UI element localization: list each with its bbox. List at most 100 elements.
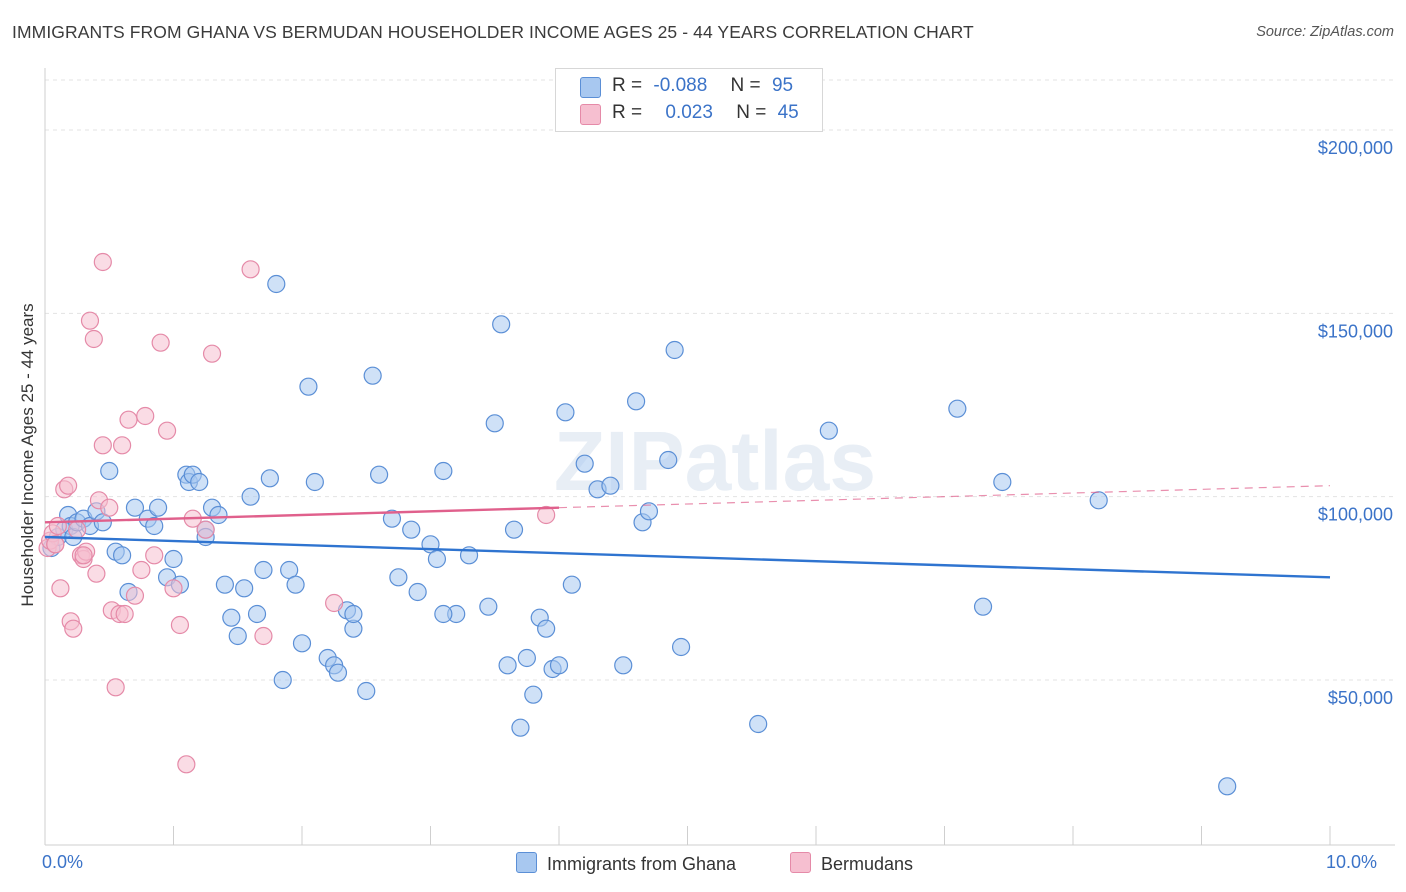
point-ghana [614,656,633,675]
legend-swatch-ghana [580,77,601,98]
point-ghana [517,648,536,668]
point-ghana [408,582,427,602]
legend-swatch-bermudans [580,104,601,125]
point-bermudans [537,505,556,525]
point-bermudans [325,593,344,613]
chart-title: IMMIGRANTS FROM GHANA VS BERMUDAN HOUSEH… [12,22,974,42]
point-ghana [389,568,408,587]
point-bermudans [87,564,106,583]
point-bermudans [125,586,145,605]
point-ghana [993,472,1012,492]
y-tick-label: $50,000 [1328,688,1393,708]
y-tick-label: $200,000 [1318,138,1393,158]
point-ghana [601,476,620,495]
point-bermudans [115,604,134,624]
point-ghana [498,656,517,675]
point-ghana [665,340,684,360]
point-ghana [247,604,267,624]
point-ghana [235,579,254,598]
point-ghana [190,472,209,492]
point-bermudans [46,535,65,554]
point-bermudans [202,344,222,363]
point-ghana [273,670,292,690]
legend-n-label: N = [736,102,767,123]
point-ghana [112,546,132,565]
point-ghana [427,549,447,569]
point-ghana [344,604,363,624]
point-bermudans [100,498,119,517]
point-ghana [382,509,402,528]
point-bermudans [151,333,170,352]
bottom-legend-ghana: Immigrants from Ghana [516,852,736,875]
point-ghana [148,498,168,517]
point-ghana [562,575,581,594]
point-ghana [659,450,678,470]
bottom-legend-swatch-ghana [516,852,537,873]
point-ghana [973,597,993,616]
point-ghana [286,575,305,594]
trendline-ghana [44,535,1331,579]
point-ghana [260,469,279,488]
point-ghana [511,718,530,737]
point-ghana [125,498,145,517]
point-ghana [575,454,594,473]
point-bermudans [177,755,196,774]
point-ghana [504,520,524,539]
point-bermudans [132,560,151,580]
legend-r-label: R = [612,102,643,123]
point-bermudans [254,626,273,646]
point-ghana [1089,491,1108,510]
point-ghana [267,274,286,294]
trendline-extension-bermudans [558,485,1331,509]
point-ghana [434,604,453,624]
point-ghana [254,560,273,580]
point-ghana [357,681,376,701]
y-tick-label: $100,000 [1318,505,1393,525]
point-bermudans [80,311,100,330]
point-bermudans [59,476,78,495]
point-bermudans [106,678,125,697]
correlation-legend: R = -0.088 N = 95 R = 0.023 N = 45 [555,68,823,132]
legend-r-value-ghana: -0.088 [653,75,708,96]
point-ghana [434,461,453,481]
point-ghana [292,634,312,653]
x-tick-label-max: 10.0% [1326,852,1378,872]
bottom-legend-swatch-bermudans [790,852,811,873]
point-bermudans [68,520,87,539]
point-bermudans [157,421,177,440]
point-bermudans [93,436,112,455]
point-bermudans [136,406,155,426]
point-ghana [402,520,421,539]
bottom-legend-bermudans: Bermudans [790,852,913,875]
point-ghana [299,377,318,396]
point-ghana [479,597,498,616]
point-ghana [363,366,382,385]
point-bermudans [84,329,103,349]
point-ghana [485,414,504,433]
point-ghana [492,315,511,334]
point-bermudans [48,516,67,536]
y-tick-label: $150,000 [1318,321,1393,341]
point-ghana [626,392,646,411]
x-tick-label-min: 0.0% [42,852,84,872]
point-bermudans [196,520,215,539]
point-ghana [145,516,164,536]
point-ghana [164,549,183,569]
point-ghana [819,421,838,440]
point-ghana [749,714,768,734]
point-ghana [524,685,543,704]
point-bermudans [145,546,164,565]
point-ghana [328,663,348,682]
point-ghana [228,626,247,646]
point-ghana [370,465,389,484]
point-ghana [537,619,556,638]
point-ghana [222,608,241,627]
point-ghana [209,505,228,525]
point-ghana [305,472,324,492]
point-bermudans [112,436,132,455]
y-axis-title: Householder Income Ages 25 - 44 years [18,303,37,607]
legend-r-value-bermudans: 0.023 [665,102,713,123]
point-ghana [556,403,575,422]
point-bermudans [241,260,260,279]
